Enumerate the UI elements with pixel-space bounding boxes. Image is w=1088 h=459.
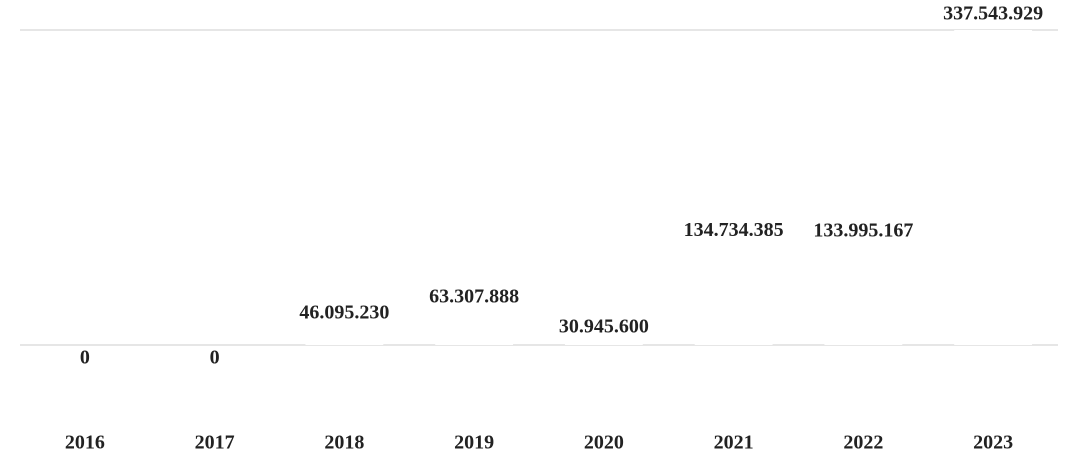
x-tick-label: 2017 xyxy=(195,432,235,454)
value-label: 0 xyxy=(80,347,90,369)
x-tick-label: 2021 xyxy=(714,432,754,454)
bar xyxy=(564,316,643,345)
value-label: 30.945.600 xyxy=(559,316,649,338)
value-label: 63.307.888 xyxy=(429,286,519,308)
value-label: 134.734.385 xyxy=(684,219,784,241)
bar xyxy=(954,30,1033,345)
x-tick-label: 2016 xyxy=(65,432,105,454)
x-tick-label: 2019 xyxy=(454,432,494,454)
bar xyxy=(824,219,903,345)
value-label: 337.543.929 xyxy=(943,3,1043,25)
bar xyxy=(694,219,773,345)
value-label: 46.095.230 xyxy=(299,302,389,324)
value-label: 0 xyxy=(210,347,220,369)
value-label: 133.995.167 xyxy=(813,220,913,242)
x-tick-label: 2023 xyxy=(973,432,1013,454)
x-tick-label: 2022 xyxy=(843,432,883,454)
x-tick-label: 2018 xyxy=(324,432,364,454)
bar xyxy=(305,301,384,345)
bar xyxy=(435,285,514,345)
x-tick-label: 2020 xyxy=(584,432,624,454)
